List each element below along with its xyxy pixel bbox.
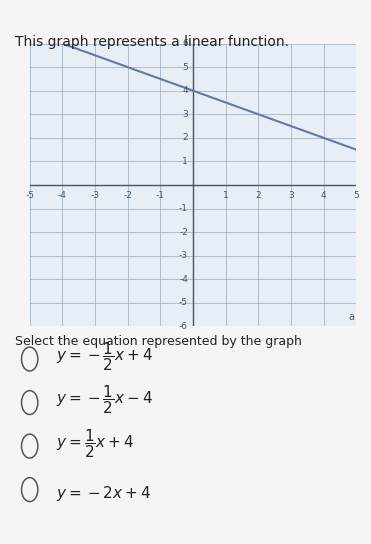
Text: 6: 6: [182, 39, 188, 48]
Text: 4: 4: [183, 86, 188, 95]
Text: -2: -2: [123, 191, 132, 200]
Text: -3: -3: [91, 191, 99, 200]
Text: a: a: [348, 312, 355, 322]
Text: 2: 2: [255, 191, 261, 200]
Text: -4: -4: [58, 191, 67, 200]
Text: 5: 5: [182, 63, 188, 72]
Text: 3: 3: [182, 110, 188, 119]
Text: -1: -1: [156, 191, 165, 200]
Text: This graph represents a linear function.: This graph represents a linear function.: [15, 35, 289, 50]
Text: -1: -1: [179, 204, 188, 213]
Text: 4: 4: [321, 191, 326, 200]
Text: $y = -\dfrac{1}{2}x - 4$: $y = -\dfrac{1}{2}x - 4$: [56, 384, 152, 416]
Text: -6: -6: [179, 322, 188, 331]
Text: -2: -2: [179, 227, 188, 237]
Text: -3: -3: [179, 251, 188, 260]
Text: -5: -5: [25, 191, 34, 200]
Text: 1: 1: [223, 191, 229, 200]
Text: -5: -5: [179, 298, 188, 307]
Text: 1: 1: [182, 157, 188, 166]
Text: $y = -\dfrac{1}{2}x + 4$: $y = -\dfrac{1}{2}x + 4$: [56, 340, 152, 373]
Text: $y = \dfrac{1}{2}x + 4$: $y = \dfrac{1}{2}x + 4$: [56, 427, 134, 460]
Text: 3: 3: [288, 191, 294, 200]
Text: 5: 5: [353, 191, 359, 200]
Text: 2: 2: [183, 133, 188, 143]
Text: -4: -4: [179, 275, 188, 284]
Text: $y = -2x + 4$: $y = -2x + 4$: [56, 484, 151, 503]
Text: Select the equation represented by the graph: Select the equation represented by the g…: [15, 335, 302, 348]
